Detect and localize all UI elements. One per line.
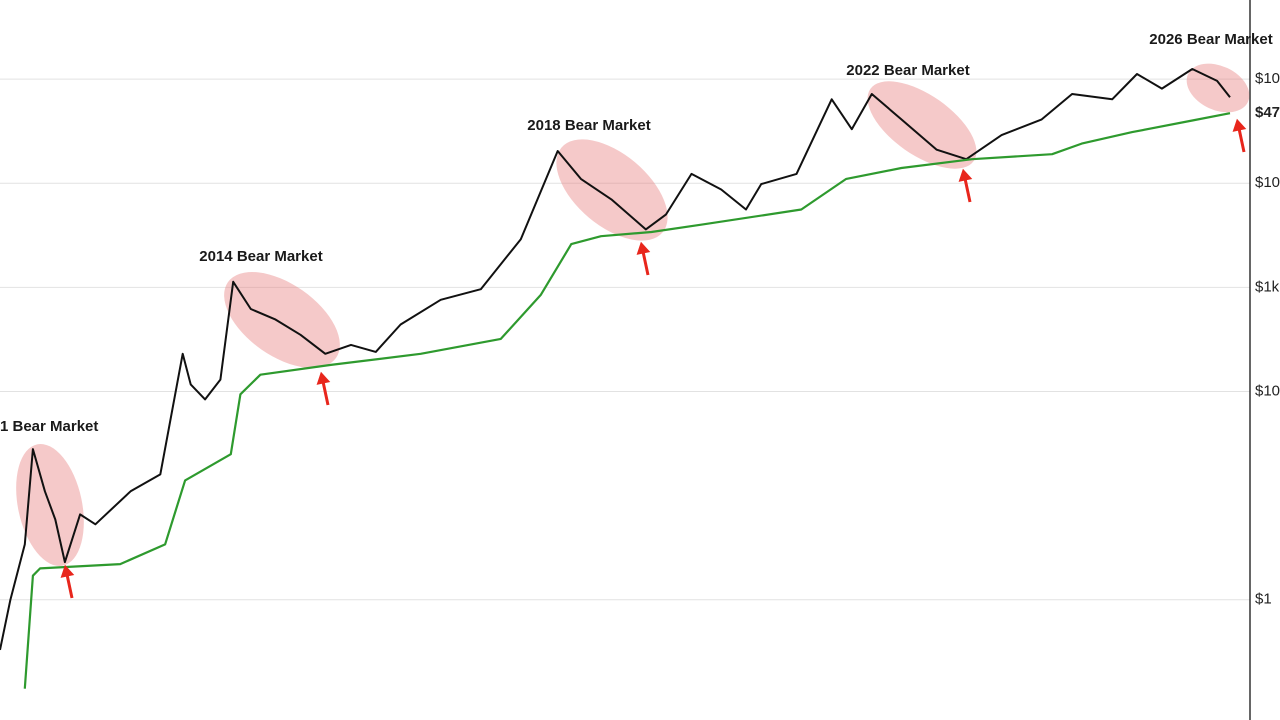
price-label: $47	[1255, 104, 1280, 121]
arrow-shaft	[963, 178, 972, 203]
arrow-head	[1232, 118, 1247, 132]
series-line	[23, 112, 1231, 689]
arrow	[60, 564, 75, 599]
annotation: 2014 Bear Market	[199, 248, 322, 265]
y-tick-label: $1	[1255, 591, 1272, 608]
arrow	[316, 371, 331, 406]
annotation: 2022 Bear Market	[846, 62, 969, 79]
arrow	[636, 241, 651, 276]
arrow-head	[316, 371, 331, 385]
bear-highlight	[867, 81, 977, 169]
arrow-shaft	[321, 381, 330, 406]
y-tick-label: $10	[1255, 174, 1280, 191]
arrow	[1232, 118, 1247, 153]
arrow	[958, 168, 973, 203]
series-line	[0, 68, 1231, 651]
bear-highlight	[556, 139, 668, 241]
y-tick-label: $10	[1255, 382, 1280, 399]
annotation: 2026 Bear Market	[1149, 31, 1272, 48]
arrow-head	[60, 564, 75, 578]
bear-highlight	[224, 272, 340, 368]
arrow-shaft	[65, 574, 74, 599]
arrow-head	[636, 241, 651, 255]
annotation: 2018 Bear Market	[527, 117, 650, 134]
y-tick-label: $10	[1255, 70, 1280, 87]
arrow-shaft	[1237, 128, 1246, 153]
bear-highlight	[1186, 63, 1250, 113]
arrow-head	[958, 168, 973, 182]
annotation: 1 Bear Market	[0, 418, 98, 435]
arrow-shaft	[641, 251, 650, 276]
y-tick-label: $1k	[1255, 278, 1280, 295]
